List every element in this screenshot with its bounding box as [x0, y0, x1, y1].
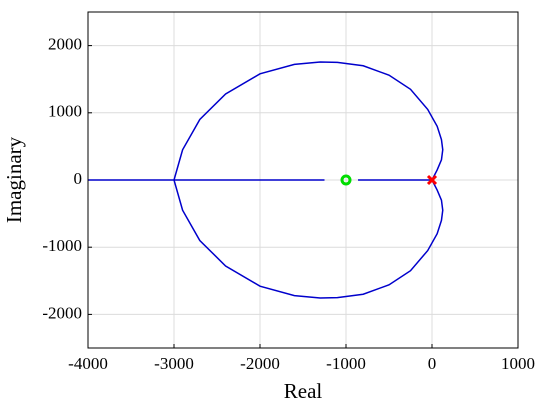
pole-marker [426, 174, 438, 186]
x-tick-label: -2000 [240, 354, 280, 373]
y-tick-label: -1000 [42, 236, 82, 255]
x-tick-label: -1000 [326, 354, 366, 373]
x-axis-title: Real [284, 379, 323, 403]
x-tick-label: 0 [428, 354, 437, 373]
plot-frame [87, 11, 519, 349]
x-tick-label: 1000 [501, 354, 535, 373]
y-tick-label: 0 [74, 169, 83, 188]
y-axis-title: Imaginary [2, 136, 26, 223]
x-tick-label: -4000 [68, 354, 108, 373]
y-tick-label: -2000 [42, 303, 82, 322]
zero-marker [340, 174, 352, 186]
y-tick-label: 2000 [48, 35, 82, 54]
x-tick-label: -3000 [154, 354, 194, 373]
y-tick-label: 1000 [48, 102, 82, 121]
